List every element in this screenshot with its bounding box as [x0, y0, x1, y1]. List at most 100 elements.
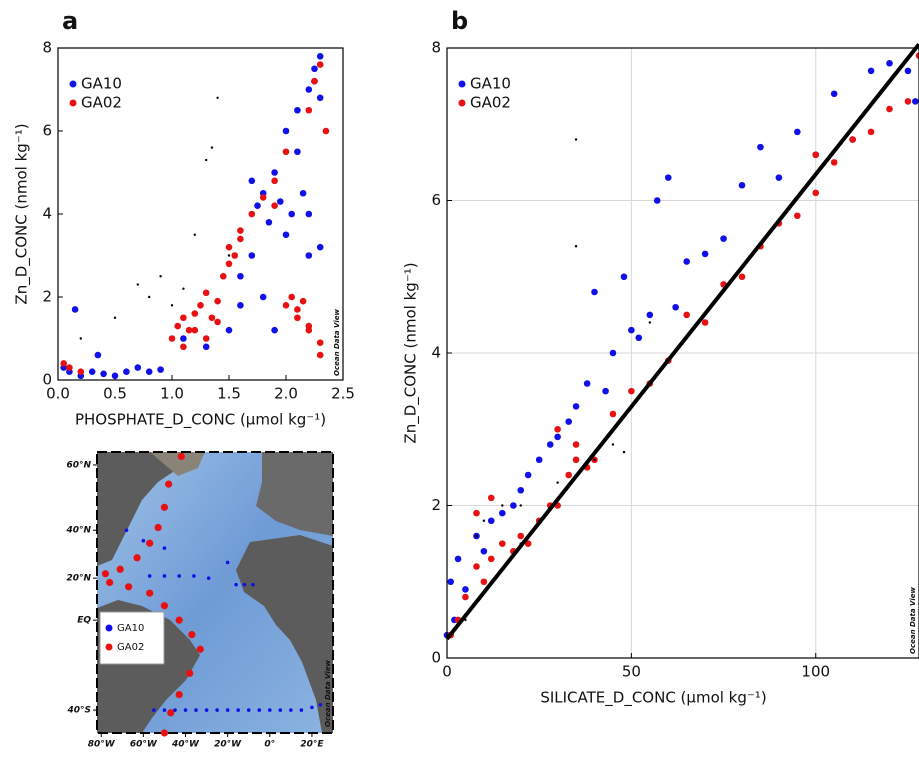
data-point: [237, 227, 244, 234]
station: [165, 481, 172, 488]
data-point: [192, 310, 199, 317]
data-point: [647, 312, 654, 319]
station: [194, 708, 198, 712]
data-point: [905, 68, 912, 75]
data-point: [575, 245, 577, 247]
data-point: [488, 556, 495, 563]
watermark: Ocean Data View: [324, 660, 332, 727]
data-point: [794, 212, 801, 219]
legend-marker: [70, 81, 77, 88]
data-point: [536, 456, 543, 463]
data-point: [323, 128, 330, 135]
data-point: [300, 298, 307, 305]
data-point: [499, 540, 506, 547]
data-point: [912, 98, 919, 105]
data-point: [547, 441, 554, 448]
data-point: [100, 370, 107, 377]
data-point: [260, 194, 267, 201]
data-point: [205, 159, 207, 161]
data-point: [584, 380, 591, 387]
data-point: [137, 283, 139, 285]
data-point: [720, 235, 727, 242]
legend-marker: [70, 100, 77, 107]
data-point: [665, 174, 672, 181]
data-point: [237, 236, 244, 243]
y-tick-label: 6: [431, 191, 441, 209]
station: [161, 504, 168, 511]
data-point: [294, 314, 301, 321]
data-point: [831, 90, 838, 97]
y-axis-label: Zn_D_CONC (nmol kg⁻¹): [402, 262, 421, 443]
data-point: [317, 95, 324, 102]
y-tick-label: 2: [431, 496, 441, 514]
data-point: [157, 366, 164, 373]
data-point: [271, 327, 278, 334]
x-tick-label: 80°W: [88, 740, 116, 750]
data-point: [794, 129, 801, 136]
station: [268, 708, 272, 712]
station: [117, 566, 124, 573]
y-tick-label: 40°N: [65, 526, 91, 536]
station: [155, 524, 162, 531]
data-point: [462, 594, 469, 601]
data-point: [473, 563, 480, 570]
station: [257, 708, 261, 712]
data-point: [905, 98, 912, 105]
station: [177, 574, 181, 578]
data-point: [575, 138, 577, 140]
data-point: [573, 441, 580, 448]
data-point: [171, 304, 173, 306]
station: [102, 570, 109, 577]
data-point: [182, 288, 184, 290]
data-point: [672, 304, 679, 311]
data-point: [812, 151, 819, 158]
y-tick-label: 8: [42, 39, 52, 57]
data-point: [306, 323, 313, 330]
y-tick-label: 60°N: [66, 460, 91, 470]
data-point: [135, 364, 142, 371]
data-point: [211, 146, 213, 148]
station: [310, 706, 314, 710]
station: [176, 691, 183, 698]
data-point: [228, 254, 230, 256]
data-point: [610, 350, 617, 357]
station: [226, 708, 230, 712]
data-point: [203, 290, 210, 297]
data-point: [739, 273, 746, 280]
data-point: [203, 344, 210, 351]
station: [163, 546, 167, 550]
data-point: [517, 533, 524, 540]
data-point: [180, 344, 187, 351]
data-point: [610, 411, 617, 418]
data-point: [455, 556, 462, 563]
y-tick-label: 8: [431, 39, 441, 57]
data-point: [277, 198, 284, 205]
data-point: [501, 504, 503, 506]
data-point: [702, 251, 709, 258]
data-point: [573, 403, 580, 410]
data-point: [488, 517, 495, 524]
station: [197, 646, 204, 653]
data-point: [148, 296, 150, 298]
data-point: [776, 174, 783, 181]
x-tick-label: 1.5: [217, 385, 241, 403]
data-point: [317, 61, 324, 68]
data-point: [311, 78, 318, 85]
station: [226, 561, 230, 565]
station: [142, 539, 146, 543]
station: [207, 576, 211, 580]
x-tick-label: 20°W: [214, 740, 242, 750]
data-point: [520, 504, 522, 506]
data-point: [554, 434, 561, 441]
legend-marker: [106, 625, 113, 632]
y-tick-label: 4: [42, 205, 52, 223]
y-tick-label: 0: [431, 649, 441, 667]
data-point: [481, 548, 488, 555]
data-point: [306, 107, 313, 114]
data-point: [300, 190, 307, 197]
data-point: [649, 321, 651, 323]
station: [146, 540, 153, 547]
station: [243, 583, 247, 587]
station: [161, 729, 168, 736]
station: [234, 583, 238, 587]
